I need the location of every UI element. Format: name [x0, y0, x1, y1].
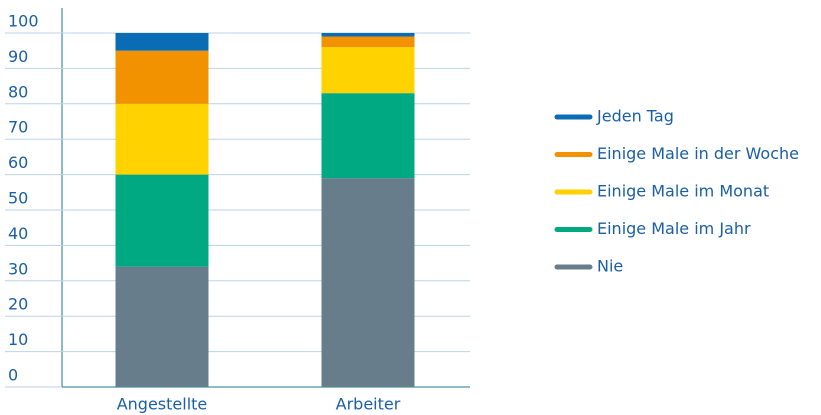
- y-tick-label: 0: [8, 366, 18, 385]
- bar-segment: [115, 174, 209, 267]
- y-tick-label: 40: [8, 224, 28, 243]
- x-tick-label: Arbeiter: [336, 395, 401, 414]
- legend-label: Nie: [597, 257, 623, 276]
- bar-segment: [115, 33, 209, 51]
- x-tick-label: Angestellte: [117, 395, 208, 414]
- y-tick-label: 70: [8, 118, 28, 137]
- y-tick-label: 100: [8, 12, 39, 31]
- bar-segment: [115, 50, 209, 104]
- y-tick-label: 50: [8, 189, 28, 208]
- bar-segment: [321, 178, 415, 387]
- legend-label: Einige Male im Monat: [597, 182, 769, 201]
- y-tick-label: 60: [8, 153, 28, 172]
- y-tick-label: 90: [8, 47, 28, 66]
- bar-segment: [321, 36, 415, 48]
- y-tick-label: 10: [8, 330, 28, 349]
- bar-segment: [115, 103, 209, 175]
- legend-label: Einige Male im Jahr: [597, 219, 751, 238]
- bar-segment: [321, 93, 415, 179]
- y-tick-label: 20: [8, 295, 28, 314]
- y-tick-label: 30: [8, 259, 28, 278]
- legend-label: Einige Male in der Woche: [597, 144, 799, 163]
- bar-segment: [321, 33, 415, 37]
- bar-segment: [115, 266, 209, 387]
- bar-segment: [321, 47, 415, 94]
- y-tick-label: 80: [8, 82, 28, 101]
- legend-label: Jeden Tag: [596, 107, 674, 126]
